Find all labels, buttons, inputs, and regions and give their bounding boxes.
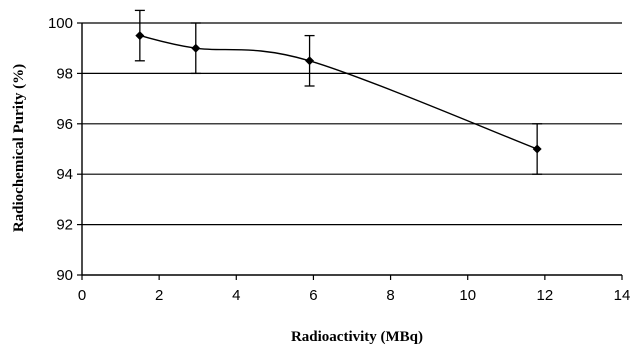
x-tick-label: 12 [537, 287, 554, 304]
x-tick-label: 6 [309, 287, 317, 304]
x-axis-title: Radioactivity (MBq) [291, 329, 423, 345]
axes [77, 22, 623, 280]
y-tick-label: 98 [56, 65, 73, 82]
y-tick-label: 92 [56, 217, 73, 234]
x-tick-label: 14 [614, 287, 631, 304]
y-tick-label: 96 [56, 116, 73, 133]
data-point [532, 144, 542, 154]
y-axis-title: Radiochemical Purity (%) [11, 64, 27, 232]
data-point [135, 31, 145, 41]
x-tick-label: 0 [78, 287, 86, 304]
x-tick-label: 4 [232, 287, 240, 304]
data-series [134, 9, 543, 175]
x-tick-label: 8 [386, 287, 394, 304]
y-tick-label: 90 [56, 267, 73, 284]
series-line [139, 34, 538, 150]
y-tick-label: 100 [48, 15, 73, 32]
x-tick-label: 10 [459, 287, 476, 304]
y-tick-label: 94 [56, 166, 73, 183]
tick-labels: 90 92 94 96 98 100 0 2 4 6 8 10 12 14 [48, 15, 630, 304]
data-point [305, 56, 315, 66]
x-tick-label: 2 [155, 287, 163, 304]
data-point [191, 43, 201, 53]
grid-lines [82, 22, 622, 226]
